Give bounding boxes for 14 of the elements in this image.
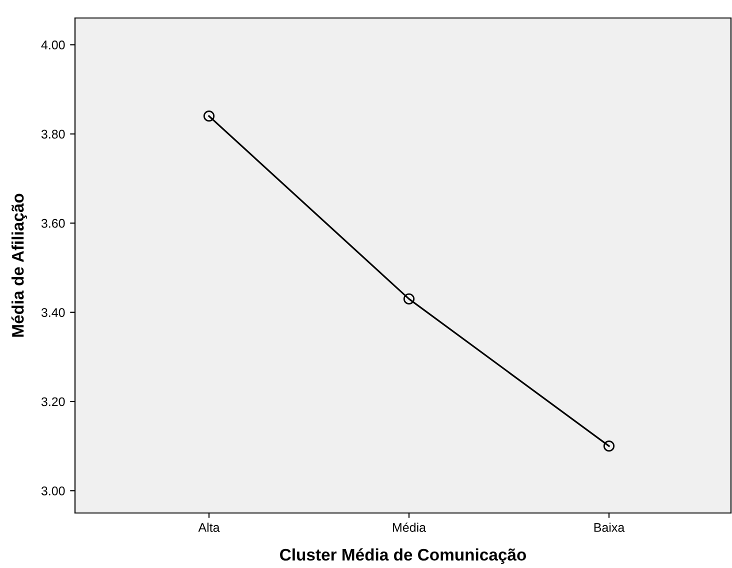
x-tick-label: Média (393, 522, 426, 532)
y-tick-label: 3.40 (41, 308, 65, 317)
x-tick-label: Alta (198, 522, 220, 532)
y-tick-label: 4.00 (41, 40, 65, 50)
point (203, 110, 215, 122)
y-tick-label: 3.60 (41, 218, 65, 228)
point (403, 293, 415, 304)
y-tick-label: 3.00 (41, 486, 65, 496)
point (603, 440, 615, 452)
y-tick-label: 3.20 (41, 397, 65, 406)
x-tick-label: Baixa (594, 522, 625, 532)
y-axis-title: Média de Afiliação (11, 194, 28, 337)
y-tick-label: 3.80 (41, 130, 65, 139)
x-axis-title: Cluster Média de Comunicação (280, 548, 526, 564)
